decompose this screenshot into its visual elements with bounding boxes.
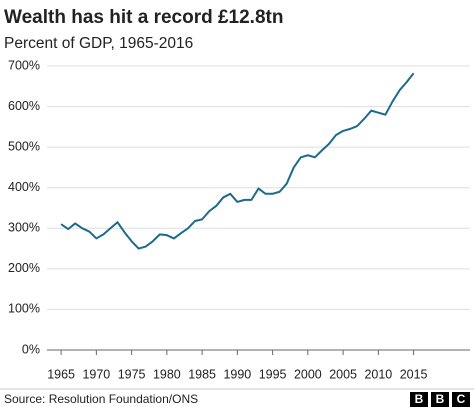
y-tick-label: 0% [22, 342, 40, 356]
logo-letter: C [457, 392, 466, 406]
x-tick-label: 1975 [118, 367, 146, 381]
logo-letter: B [436, 392, 445, 406]
x-tick-label: 1970 [82, 367, 110, 381]
logo-box [431, 392, 449, 407]
y-tick-label: 200% [8, 261, 40, 275]
y-tick-label: 600% [8, 99, 40, 113]
y-tick-label: 500% [8, 139, 40, 153]
x-tick-label: 2015 [400, 367, 428, 381]
logo-box [410, 392, 428, 407]
x-tick-label: 2010 [364, 367, 392, 381]
y-tick-label: 100% [8, 302, 40, 316]
source: Source: Resolution Foundation/ONS [4, 392, 198, 406]
x-tick-label: 1990 [223, 367, 251, 381]
x-tick-label: 1980 [153, 367, 181, 381]
logo-box [452, 392, 470, 407]
y-tick-label: 400% [8, 180, 40, 194]
x-tick-label: 1995 [259, 367, 287, 381]
chart-title: Wealth has hit a record £12.8tn [4, 7, 283, 28]
chart-subtitle: Percent of GDP, 1965-2016 [4, 35, 193, 52]
x-tick-label: 1965 [47, 367, 75, 381]
x-tick-label: 2005 [329, 367, 357, 381]
y-tick-label: 700% [8, 58, 40, 72]
x-tick-label: 1985 [188, 367, 216, 381]
x-tick-label: 2000 [294, 367, 322, 381]
y-tick-label: 300% [8, 221, 40, 235]
logo-letter: B [415, 392, 424, 406]
data-line [60, 72, 415, 250]
